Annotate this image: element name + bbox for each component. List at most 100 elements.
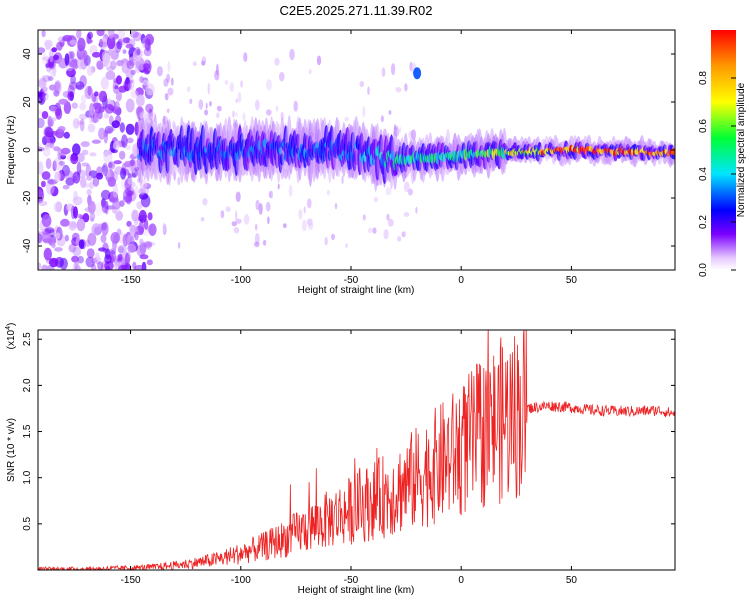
heat-cell xyxy=(47,179,58,185)
heat-cell xyxy=(73,206,78,219)
heat-y-tick-label: -40 xyxy=(22,238,33,253)
heat-cell xyxy=(121,134,128,148)
heat-cell xyxy=(166,108,170,114)
snr-frame xyxy=(37,329,676,571)
heat-cell xyxy=(387,218,394,227)
heat-x-tick-label: -100 xyxy=(231,275,251,286)
heat-cell xyxy=(118,85,127,93)
heat-cell xyxy=(52,65,57,77)
heat-cell xyxy=(126,234,135,246)
heat-cell xyxy=(385,187,392,196)
snr-y-tick-label: 2.0 xyxy=(22,378,33,392)
heat-cell xyxy=(282,223,287,229)
heat-cell xyxy=(117,244,127,254)
heat-cell xyxy=(80,94,87,104)
heat-cell xyxy=(38,262,42,270)
heat-cell xyxy=(67,91,75,101)
heat-cell xyxy=(303,206,306,214)
heat-cell xyxy=(87,232,97,246)
heat-cell xyxy=(108,162,113,169)
colorbar: 0.0 0.2 0.4 0.6 0.8 Normalized spectral ampl… xyxy=(698,30,747,277)
heat-cell xyxy=(66,68,76,78)
heat-cell xyxy=(74,256,79,270)
heat-cell xyxy=(216,63,219,76)
snr-x-tick-label: 0 xyxy=(458,575,464,586)
heat-cell xyxy=(76,30,82,39)
heat-cell xyxy=(130,69,136,76)
heat-cell xyxy=(381,67,386,77)
heat-cell xyxy=(60,147,71,155)
heat-cell xyxy=(142,228,149,237)
heat-cell xyxy=(66,203,75,212)
colorbar-ticks: 0.0 0.2 0.4 0.6 0.8 xyxy=(698,71,736,277)
heat-cell xyxy=(293,100,298,112)
heat-cell xyxy=(76,120,85,125)
heat-cell xyxy=(116,90,122,102)
heat-cell xyxy=(242,112,246,122)
heat-cell xyxy=(47,115,53,128)
heat-cell xyxy=(156,66,163,77)
heat-cell xyxy=(96,30,105,37)
heat-cell xyxy=(404,83,408,92)
heat-cell xyxy=(103,150,113,164)
heat-cell xyxy=(108,30,115,39)
heat-cell xyxy=(86,248,95,259)
heat-cell xyxy=(262,239,267,246)
heat-cell xyxy=(125,145,132,151)
heat-cell xyxy=(235,98,238,104)
colorbar-tick-label: 0.4 xyxy=(698,167,709,181)
heat-cell xyxy=(44,227,55,234)
heat-cell xyxy=(55,107,63,120)
heat-cell xyxy=(232,110,235,118)
heat-cell xyxy=(62,184,70,190)
heat-cell xyxy=(88,110,94,124)
heat-cell xyxy=(275,105,279,112)
heat-cell xyxy=(147,212,153,221)
heat-cell xyxy=(115,210,124,221)
heat-cell xyxy=(109,60,117,70)
heat-cell xyxy=(125,77,130,84)
heat-cell xyxy=(146,241,156,247)
heat-cell xyxy=(84,85,94,100)
heat-cell xyxy=(136,201,143,210)
heat-cell xyxy=(233,227,240,234)
heat-cell xyxy=(103,112,110,119)
heat-cell xyxy=(68,61,76,68)
heat-cell xyxy=(267,216,270,225)
snr-panel: -150 -100 -50 0 50 0.5 1.0 1.5 2.0 2.5 Height of… xyxy=(5,323,676,596)
heat-x-tick-label: -50 xyxy=(344,275,359,286)
heat-cell xyxy=(64,234,69,242)
heat-cell xyxy=(71,255,79,263)
heat-cell xyxy=(200,216,205,222)
heat-cell xyxy=(68,220,77,231)
heat-cell xyxy=(207,82,210,95)
heat-cell xyxy=(53,89,60,97)
heat-cell xyxy=(91,117,99,123)
heat-cell xyxy=(62,34,73,42)
heat-cell xyxy=(38,161,44,175)
heat-cell xyxy=(134,185,139,198)
heat-cell xyxy=(112,140,120,150)
heat-cell xyxy=(99,38,104,48)
heat-cell xyxy=(139,111,149,120)
heat-cell xyxy=(105,70,116,81)
heat-cell xyxy=(415,206,418,214)
heat-cell xyxy=(136,94,145,107)
heat-cell xyxy=(40,180,46,188)
heatmap-x-ticks: -150 -100 -50 0 50 xyxy=(121,30,577,286)
heat-cell xyxy=(117,253,123,262)
heat-cell xyxy=(372,227,377,234)
colorbar-tick-label: 0.2 xyxy=(698,215,709,229)
heat-cell xyxy=(72,143,81,156)
heat-cell xyxy=(403,212,410,217)
heat-cell xyxy=(166,73,171,84)
heat-cell xyxy=(107,128,112,133)
heat-cell xyxy=(72,118,80,129)
heat-cell xyxy=(101,200,109,214)
heat-cell xyxy=(68,243,77,253)
heat-cell xyxy=(53,201,62,213)
heat-cell xyxy=(77,37,86,52)
heat-cell xyxy=(114,85,119,90)
heat-cell xyxy=(138,221,145,236)
snr-y-tick-label: 0.5 xyxy=(22,516,33,530)
